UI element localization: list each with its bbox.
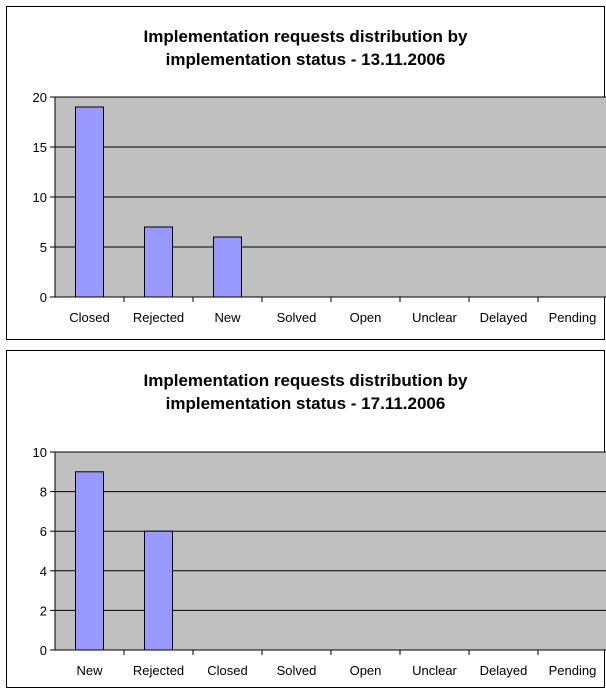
chart-1: Implementation requests distribution by … bbox=[6, 6, 606, 340]
x-tick-label: Solved bbox=[277, 663, 317, 678]
y-tick-label: 6 bbox=[40, 524, 47, 539]
x-tick-label: Delayed bbox=[480, 663, 528, 678]
y-tick-label: 4 bbox=[40, 564, 47, 579]
x-tick-label: Closed bbox=[207, 663, 247, 678]
y-tick-label: 0 bbox=[40, 290, 47, 305]
bar-rejected bbox=[144, 226, 173, 298]
bar-new bbox=[75, 471, 104, 651]
y-tick-label: 10 bbox=[33, 190, 47, 205]
chart-plot: 0 2 4 6 8 10 New Rejected Closed Solved Open Unclea… bbox=[33, 445, 606, 678]
y-tick-label: 20 bbox=[33, 90, 47, 105]
x-tick-label: Open bbox=[350, 310, 382, 325]
plot-area bbox=[55, 452, 606, 650]
bar-new bbox=[213, 236, 242, 298]
x-tick-label: Closed bbox=[69, 310, 109, 325]
chart-title: Implementation requests distribution by … bbox=[143, 27, 468, 69]
chart-title: Implementation requests distribution by … bbox=[143, 371, 468, 413]
x-tick-label: Pending bbox=[549, 310, 597, 325]
x-tick-label: Open bbox=[350, 663, 382, 678]
x-tick-label: Unclear bbox=[412, 663, 457, 678]
x-tick-label: Unclear bbox=[412, 310, 457, 325]
x-tick-label: New bbox=[76, 663, 103, 678]
y-tick-label: 0 bbox=[40, 643, 47, 658]
x-tick-label: Solved bbox=[277, 310, 317, 325]
y-tick-label: 10 bbox=[33, 445, 47, 460]
x-tick-label: Rejected bbox=[133, 310, 184, 325]
y-tick-label: 15 bbox=[33, 140, 47, 155]
x-tick-label: Rejected bbox=[133, 663, 184, 678]
chart-2: Implementation requests distribution by … bbox=[6, 350, 606, 688]
x-tick-label: Delayed bbox=[480, 310, 528, 325]
x-tick-label: Pending bbox=[549, 663, 597, 678]
bar-rejected bbox=[144, 530, 173, 651]
y-tick-label: 8 bbox=[40, 485, 47, 500]
chart-plot: 0 5 10 15 20 Closed Rejected New Solved Open Uncle… bbox=[33, 90, 606, 325]
x-tick-label: New bbox=[214, 310, 241, 325]
y-tick-label: 5 bbox=[40, 240, 47, 255]
bar-closed bbox=[75, 106, 104, 298]
y-tick-label: 2 bbox=[40, 603, 47, 618]
